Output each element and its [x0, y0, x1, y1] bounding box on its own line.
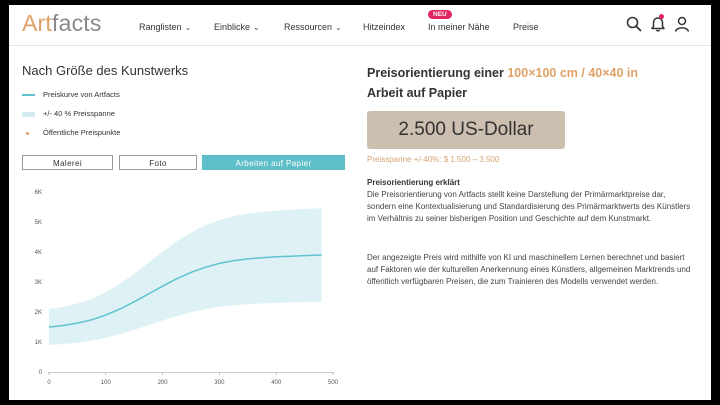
y-tick-label: 5K	[35, 220, 42, 226]
chevron-down-icon: ⌄	[184, 23, 192, 32]
notification-dot	[659, 14, 664, 19]
nav-rankings[interactable]: Ranglisten ⌄	[139, 22, 191, 32]
price-range-band	[49, 208, 322, 345]
nav-near-me[interactable]: In meiner Nähe	[428, 22, 490, 32]
legend-item-curve: Preiskurve von Artfacts	[22, 90, 120, 99]
y-tick-label: 2K	[35, 310, 42, 316]
legend-label: +/- 40 % Preisspanne	[43, 109, 115, 118]
nav-label: Preise	[513, 22, 539, 32]
explanation-paragraph-1: Die Preisorientierung von Artfacts stell…	[367, 190, 691, 224]
new-badge: NEU	[428, 10, 452, 19]
price-curve-chart: 6K 5K 4K 3K 2K 1K 00 100 200 300 400 500	[35, 190, 339, 386]
nav-heat-index[interactable]: Hitzeindex	[363, 22, 405, 32]
nav-insights[interactable]: Einblicke ⌄	[214, 22, 260, 32]
nav-label: In meiner Nähe	[428, 22, 490, 32]
title-size: 100×100 cm / 40×40 in	[507, 66, 639, 80]
x-tick-label: 300	[214, 380, 225, 386]
x-tick-label: 0	[47, 380, 51, 386]
y-tick-label: 4K	[35, 250, 42, 256]
nav-resources[interactable]: Ressourcen ⌄	[284, 22, 342, 32]
legend-label: Öffentliche Preispunkte	[43, 128, 121, 137]
nav-label: Hitzeindex	[363, 22, 406, 32]
title-suffix: Arbeit auf Papier	[367, 86, 468, 100]
chevron-down-icon: ⌄	[253, 23, 260, 32]
artfacts-logo[interactable]: Artfacts	[22, 10, 102, 37]
y-tick-label: 0	[39, 370, 43, 376]
x-tick-label: 200	[158, 380, 169, 386]
legend-label: Preiskurve von Artfacts	[43, 90, 120, 99]
nav-pricing[interactable]: Preise	[513, 22, 539, 32]
legend-item-range: +/- 40 % Preisspanne	[22, 109, 115, 118]
legend-dot-swatch	[26, 131, 29, 135]
y-tick-label: 3K	[35, 280, 42, 286]
logo-text-art: Art	[22, 10, 52, 36]
search-icon[interactable]	[625, 15, 643, 33]
nav-label: Ressourcen	[284, 22, 333, 32]
legend-band-swatch	[22, 111, 35, 117]
price-orientation-title: Preisorientierung einer 100×100 cm / 40×…	[367, 63, 687, 103]
app-frame: Artfacts Ranglisten ⌄ Einblicke ⌄ Ressourc…	[9, 5, 711, 400]
price-value: 2.500 US-Dollar	[367, 111, 565, 149]
user-icon[interactable]	[673, 15, 691, 33]
explanation-heading: Preisorientierung erklärt	[367, 178, 460, 187]
legend-line-swatch	[22, 94, 35, 96]
price-range: Preisspanne +/-40%: $ 1.500 – 3.500	[367, 155, 500, 164]
tab-painting[interactable]: Malerei	[22, 155, 113, 170]
notification-bell-icon[interactable]	[649, 15, 667, 33]
legend-item-points: Öffentliche Preispunkte	[22, 128, 120, 137]
x-tick-label: 500	[328, 380, 339, 386]
chart-section-title: Nach Größe des Kunstwerks	[22, 63, 189, 78]
tab-photo[interactable]: Foto	[119, 155, 197, 170]
title-prefix: Preisorientierung einer	[367, 66, 504, 80]
nav-label: Ranglisten	[139, 22, 182, 32]
x-tick-label: 100	[101, 380, 112, 386]
chevron-down-icon: ⌄	[335, 23, 342, 32]
y-tick-label: 1K	[35, 340, 42, 346]
logo-text-facts: facts	[52, 10, 102, 36]
y-tick-label: 6K	[35, 190, 42, 196]
x-tick-label: 400	[271, 380, 282, 386]
nav-label: Einblicke	[214, 22, 251, 32]
tab-works-on-paper[interactable]: Arbeiten auf Papier	[202, 155, 345, 170]
price-curve-line	[48, 254, 322, 328]
top-navigation: Artfacts Ranglisten ⌄ Einblicke ⌄ Ressourc…	[9, 5, 711, 46]
explanation-paragraph-2: Der angezeigte Preis wird mithilfe von K…	[367, 253, 691, 287]
